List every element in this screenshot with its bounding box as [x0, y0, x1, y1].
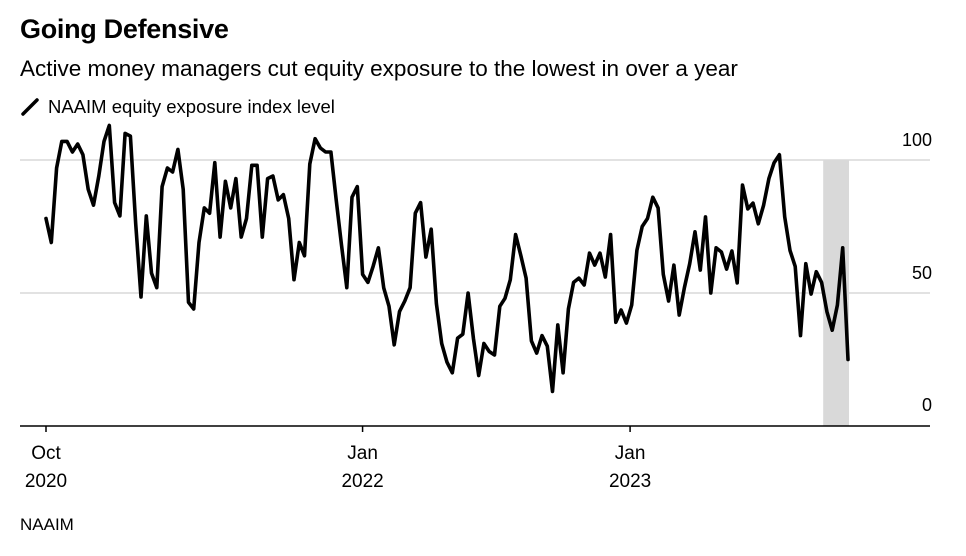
series-line-naaim — [44, 123, 850, 394]
x-tick-month: Oct — [31, 443, 61, 464]
legend-label: NAAIM equity exposure index level — [48, 96, 335, 117]
y-tick-label: 50 — [911, 263, 932, 283]
x-tick-month: Jan — [614, 443, 646, 464]
chart-title: Going Defensive — [20, 14, 229, 44]
x-tick-year: 2023 — [608, 471, 652, 492]
legend-line-swatch-icon — [21, 98, 39, 116]
y-tick-label: 0 — [921, 395, 932, 415]
x-tick-month: Jan — [347, 443, 378, 464]
x-tick-label: Jan 2022 — [323, 440, 403, 496]
x-tick-label: Jan 2023 — [590, 440, 670, 496]
y-tick-label: 100 — [901, 130, 932, 150]
x-tick-year: 2022 — [341, 471, 384, 492]
x-tick-year: 2020 — [24, 471, 68, 492]
x-tick-label: Oct 2020 — [6, 440, 86, 496]
chart-subtitle: Active money managers cut equity exposur… — [20, 56, 738, 81]
legend: NAAIM equity exposure index level — [20, 96, 335, 118]
source-note: NAAIM — [20, 515, 74, 534]
